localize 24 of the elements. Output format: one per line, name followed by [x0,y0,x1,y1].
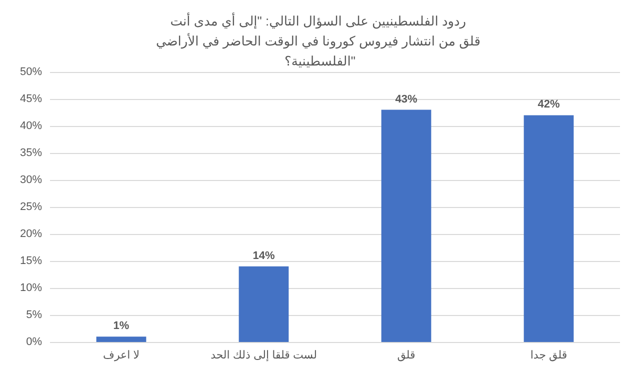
data-label: 1% [113,320,130,332]
y-tick-label: 40% [20,120,42,132]
x-tick-label: قلق [397,350,416,362]
x-tick-label: قلق جدا [530,350,568,362]
bar [381,110,432,342]
y-tick-label: 10% [20,282,42,294]
chart-title: ردود الفلسطينيين على السؤال التالي: "إلى أي مدى أنت قلق من انتشار فيروس كورونا في الوقت الحاضر في الأراضي الفلسطينية؟" [156,12,484,68]
data-label: 42% [538,98,560,111]
y-tick-label: 0% [26,336,42,348]
data-label: 43% [395,93,418,106]
bar [96,336,146,342]
x-tick-label: لست قلقا إلى ذلك الحد [210,350,317,362]
y-tick-label: 20% [20,228,42,240]
y-tick-label: 35% [20,147,42,159]
x-tick-label: لا اعرف [103,350,140,362]
y-tick-label: 30% [20,174,42,186]
y-tick-label: 25% [20,201,42,213]
y-tick-label: 50% [20,66,42,78]
bar [524,115,574,342]
y-tick-label: 5% [26,309,42,321]
y-tick-label: 45% [20,93,42,105]
bar [238,266,289,342]
y-tick-label: 15% [20,255,42,267]
data-label: 14% [252,250,275,262]
